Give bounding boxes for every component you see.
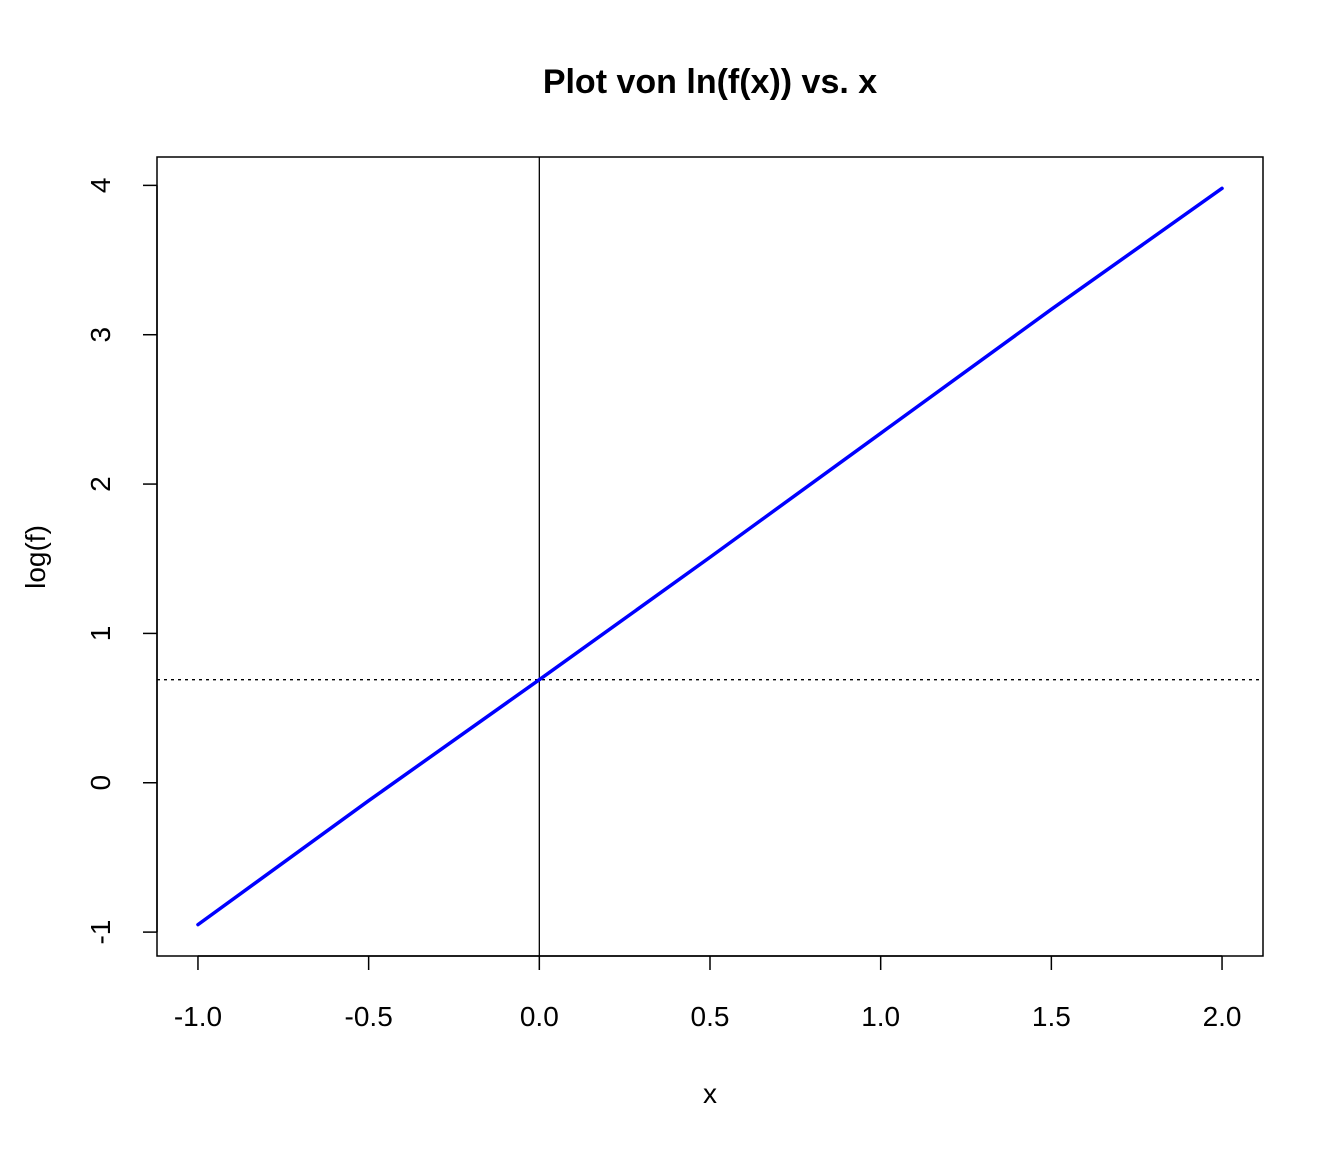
y-axis-label: log(f) — [20, 525, 51, 589]
y-tick-label: -1 — [85, 920, 116, 945]
x-axis-label: x — [703, 1078, 717, 1109]
plot-area: -1.0 -0.5 0.0 0.5 1.0 1.5 2.0 -1 0 1 2 3 4 — [85, 156, 1264, 1032]
y-tick-label: 4 — [85, 178, 116, 194]
x-tick-label: 0.5 — [691, 1001, 730, 1032]
x-tick-label: -0.5 — [345, 1001, 393, 1032]
y-tick-label: 2 — [85, 476, 116, 492]
x-tick-label: 0.0 — [520, 1001, 559, 1032]
x-tick-label: 1.5 — [1032, 1001, 1071, 1032]
x-tick-label: 1.0 — [861, 1001, 900, 1032]
y-tick-label: 0 — [85, 775, 116, 791]
y-tick-label: 1 — [85, 626, 116, 642]
series-line — [196, 186, 1224, 927]
x-tick-label: -1.0 — [174, 1001, 222, 1032]
chart-title: Plot von ln(f(x)) vs. x — [543, 63, 877, 101]
y-tick-label: 3 — [85, 327, 116, 343]
x-tick-label: 2.0 — [1203, 1001, 1242, 1032]
